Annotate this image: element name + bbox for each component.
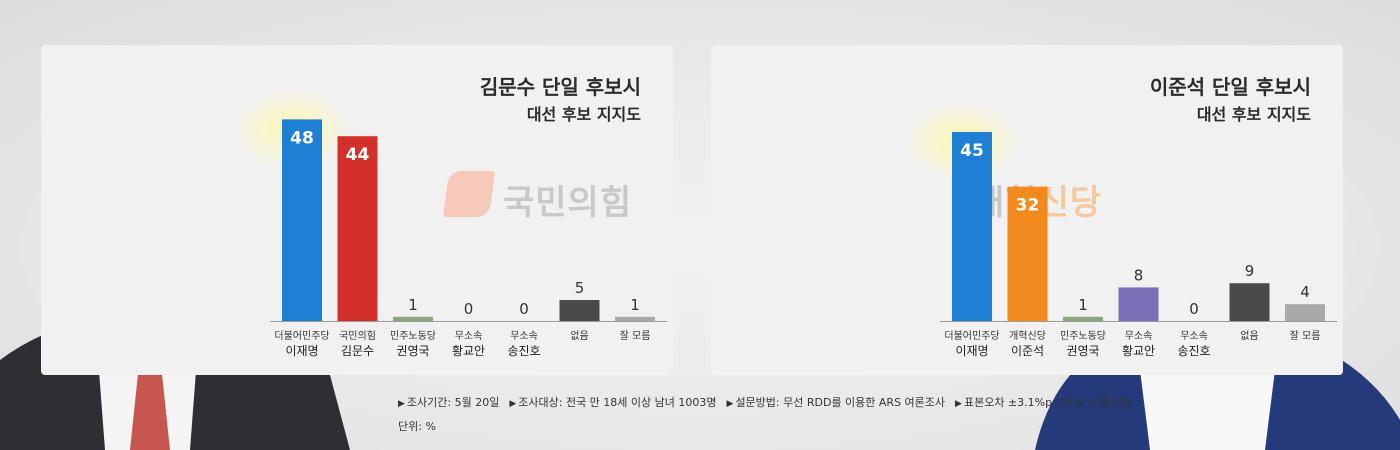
tick-label-name: 권영국 <box>1066 344 1099 358</box>
chart-subtitle: 대선 후보 지지도 <box>1196 105 1311 124</box>
footnote-text: 조사기간: 5월 20일 <box>406 396 500 409</box>
footnote-item: ▶ 조사기간: 5월 20일 <box>398 396 499 409</box>
bar-0 <box>952 132 992 321</box>
tick-label-party: 없음 <box>570 329 588 342</box>
data-label: 0 <box>1189 300 1199 318</box>
tick-label-name: 송진호 <box>507 344 540 358</box>
tick-label-party: 무소속 <box>1125 330 1153 342</box>
tick-label-party: 잘 모름 <box>620 330 651 342</box>
arrow-icon: ▶ <box>509 399 517 409</box>
data-label: 1 <box>1078 296 1088 314</box>
footnote-item: ▶ 조사대상: 전국 만 18세 이상 남녀 1003명 <box>509 396 716 409</box>
bar-2 <box>393 316 433 321</box>
data-label: 1 <box>408 296 418 314</box>
tick-label-name: 김문수 <box>341 344 374 358</box>
tick-label-name: 송진호 <box>1177 344 1210 358</box>
tick-label-party: 무소속 <box>510 330 538 342</box>
bar-5 <box>559 300 600 321</box>
tick-label-name: 이재명 <box>285 344 318 358</box>
data-label: 5 <box>575 279 585 297</box>
chart-subtitle: 대선 후보 지지도 <box>526 105 641 124</box>
footnote-text: 조사대상: 전국 만 18세 이상 남녀 1003명 <box>518 396 717 409</box>
bar-2 <box>1063 316 1103 321</box>
tick-label-party: 없음 <box>1240 329 1258 342</box>
tick-label-party: 잘 모름 <box>1290 330 1321 342</box>
bar-1 <box>337 136 378 321</box>
tick-label-name: 권영국 <box>396 344 429 358</box>
footnote-text: 표본오차 ±3.1%p (95% 신뢰수준) <box>963 396 1133 409</box>
bar-6 <box>615 316 655 321</box>
tick-label-name: 황교안 <box>1122 344 1155 358</box>
bar-6 <box>1285 304 1325 321</box>
tick-label-party: 더불어민주당 <box>274 330 329 342</box>
tick-label-party: 국민의힘 <box>339 330 376 342</box>
arrow-icon: ▶ <box>726 399 734 409</box>
survey-footnote: ▶ 조사기간: 5월 20일 ▶ 조사대상: 전국 만 18세 이상 남녀 1003명… <box>398 394 1143 410</box>
data-label: 8 <box>1134 266 1144 284</box>
bar-0 <box>282 119 322 322</box>
arrow-icon: ▶ <box>955 399 962 409</box>
bar-1 <box>1007 186 1048 321</box>
tick-label-party: 무소속 <box>1180 330 1208 342</box>
data-label: 0 <box>464 300 474 318</box>
footnote-item: ▶ 설문방법: 무선 RDD를 이용한 ARS 여론조사 <box>727 396 946 409</box>
data-label: 0 <box>519 300 529 318</box>
data-label: 48 <box>290 128 314 148</box>
footnote-text: 설문방법: 무선 RDD를 이용한 ARS 여론조사 <box>735 396 946 409</box>
tick-label-party: 민주노동당 <box>1060 330 1106 342</box>
data-label: 32 <box>1016 196 1040 216</box>
data-label: 45 <box>960 141 984 161</box>
bar-5 <box>1229 283 1270 321</box>
tick-label-party: 더불어민주당 <box>944 330 999 342</box>
tick-label-party: 개혁신당 <box>1009 330 1046 342</box>
ppp-logo: 국민의힘 <box>503 183 633 223</box>
tick-label-name: 황교안 <box>452 344 485 358</box>
footnote-item: ▶ 표본오차 ±3.1%p (95% 신뢰수준) <box>955 396 1133 409</box>
tick-label-name: 이재명 <box>955 344 988 358</box>
logo-part-b: 신당 <box>1037 183 1103 223</box>
unit-note: 단위: % <box>398 420 436 433</box>
data-label: 44 <box>346 145 370 165</box>
data-label: 1 <box>630 296 640 314</box>
data-label: 4 <box>1300 283 1310 301</box>
tick-label-name: 이준석 <box>1011 344 1044 358</box>
chart-title: 김문수 단일 후보시 <box>479 75 641 99</box>
data-label: 9 <box>1245 262 1255 280</box>
bar-3 <box>1118 287 1159 321</box>
arrow-icon: ▶ <box>398 399 405 409</box>
tick-label-party: 민주노동당 <box>390 330 436 342</box>
tick-label-party: 무소속 <box>455 330 483 342</box>
chart-title: 이준석 단일 후보시 <box>1149 75 1311 99</box>
